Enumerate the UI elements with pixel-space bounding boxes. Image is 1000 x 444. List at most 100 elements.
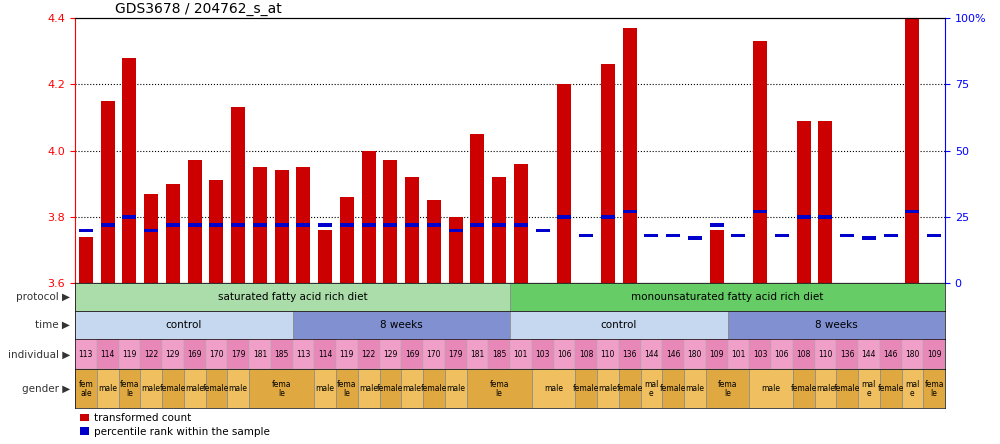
Bar	[731, 283, 745, 337]
Bar	[536, 229, 550, 232]
Text: 181: 181	[470, 350, 484, 359]
Bar	[510, 283, 945, 311]
Bar	[445, 369, 466, 408]
Bar	[206, 339, 227, 369]
Text: male: male	[762, 385, 780, 393]
Bar	[862, 237, 876, 240]
Bar	[318, 230, 332, 283]
Bar	[579, 234, 593, 237]
Bar	[579, 283, 593, 383]
Text: 180: 180	[688, 350, 702, 359]
Legend: transformed count, percentile rank within the sample: transformed count, percentile rank withi…	[80, 413, 270, 436]
Text: male: male	[685, 385, 704, 393]
Text: female: female	[573, 385, 599, 393]
Text: fema
le: fema le	[489, 380, 509, 398]
Bar	[749, 369, 793, 408]
Bar	[445, 339, 466, 369]
Text: fema
le: fema le	[924, 380, 944, 398]
Text: female: female	[834, 385, 860, 393]
Text: 110: 110	[601, 350, 615, 359]
Bar	[292, 339, 314, 369]
Bar	[466, 369, 532, 408]
Bar	[336, 339, 358, 369]
Bar	[97, 339, 119, 369]
Bar	[188, 160, 202, 283]
Bar	[706, 339, 728, 369]
Text: fema
le: fema le	[120, 380, 139, 398]
Text: male: male	[544, 385, 563, 393]
Bar	[619, 339, 640, 369]
Bar	[818, 121, 832, 283]
Text: male: male	[598, 385, 617, 393]
Bar	[775, 234, 789, 237]
Bar	[666, 234, 680, 237]
Bar	[557, 215, 571, 218]
Bar	[858, 369, 880, 408]
Text: mal
e: mal e	[644, 380, 659, 398]
Text: 110: 110	[818, 350, 833, 359]
Bar	[405, 223, 419, 226]
Bar	[728, 311, 945, 339]
Bar	[119, 369, 140, 408]
Bar	[688, 283, 702, 409]
Text: male: male	[185, 385, 204, 393]
Text: female: female	[660, 385, 686, 393]
Text: 146: 146	[666, 350, 680, 359]
Bar	[597, 339, 619, 369]
Bar	[122, 58, 136, 283]
Text: protocol ▶: protocol ▶	[16, 292, 70, 302]
Bar	[623, 210, 637, 213]
Bar	[884, 234, 898, 237]
Bar	[923, 339, 945, 369]
Bar	[640, 339, 662, 369]
Bar	[662, 369, 684, 408]
Bar	[644, 283, 658, 330]
Bar	[427, 200, 441, 283]
Bar	[401, 339, 423, 369]
Bar	[314, 369, 336, 408]
Bar	[144, 194, 158, 283]
Bar	[162, 339, 184, 369]
Bar	[814, 339, 836, 369]
Bar	[640, 369, 662, 408]
Bar	[97, 369, 119, 408]
Bar	[905, 210, 919, 213]
Bar	[814, 369, 836, 408]
Bar	[510, 339, 532, 369]
Bar	[688, 237, 702, 240]
Text: 108: 108	[579, 350, 593, 359]
Bar	[836, 339, 858, 369]
Bar	[666, 283, 680, 383]
Bar	[902, 369, 923, 408]
Text: male: male	[98, 385, 117, 393]
Bar	[797, 215, 811, 218]
Text: 122: 122	[144, 350, 158, 359]
Bar	[101, 223, 115, 226]
Bar	[75, 369, 97, 408]
Bar	[296, 167, 310, 283]
Bar	[340, 223, 354, 226]
Bar	[75, 283, 510, 311]
Text: 119: 119	[122, 350, 137, 359]
Bar	[101, 101, 115, 283]
Bar	[684, 339, 706, 369]
Bar	[684, 369, 706, 408]
Bar	[840, 283, 854, 330]
Bar	[318, 223, 332, 226]
Text: GDS3678 / 204762_s_at: GDS3678 / 204762_s_at	[115, 1, 282, 16]
Bar	[253, 167, 267, 283]
Text: 146: 146	[883, 350, 898, 359]
Text: 170: 170	[209, 350, 224, 359]
Bar	[510, 311, 728, 339]
Text: 101: 101	[731, 350, 746, 359]
Text: male: male	[446, 385, 465, 393]
Bar	[249, 339, 271, 369]
Text: 169: 169	[405, 350, 419, 359]
Bar	[79, 237, 93, 283]
Bar	[601, 64, 615, 283]
Bar	[336, 369, 358, 408]
Bar	[793, 339, 814, 369]
Text: female: female	[377, 385, 404, 393]
Bar	[619, 369, 640, 408]
Bar	[532, 369, 575, 408]
